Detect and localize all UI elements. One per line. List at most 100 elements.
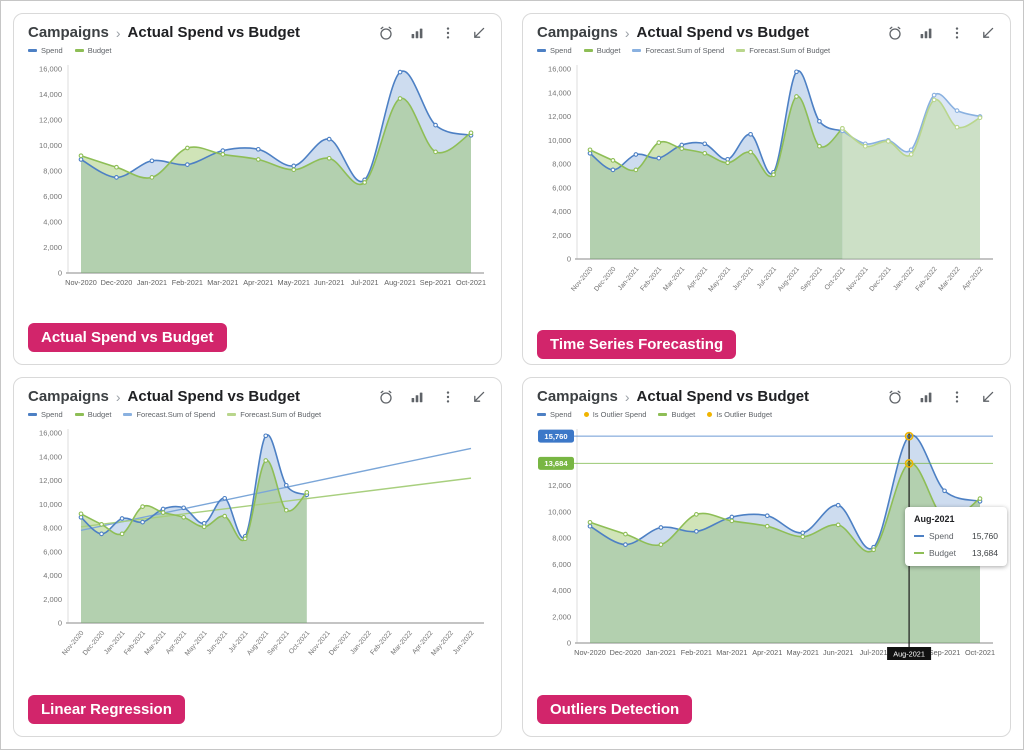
chart-legend: Spend Budget Forecast.Sum of Spend Forecast… <box>28 410 487 419</box>
svg-text:2,000: 2,000 <box>552 612 571 621</box>
alert-icon[interactable] <box>378 389 394 405</box>
card-toolbar <box>378 25 487 41</box>
svg-text:Apr-2022: Apr-2022 <box>961 266 984 292</box>
legend-swatch <box>123 413 133 416</box>
column-chart-icon[interactable] <box>409 25 425 41</box>
legend-swatch <box>537 49 546 52</box>
budget-swatch <box>914 552 924 554</box>
legend-label: Is Outlier Spend <box>592 410 647 419</box>
legend-swatch <box>28 49 37 52</box>
legend-item-budget[interactable]: Budget <box>583 46 621 55</box>
alert-icon[interactable] <box>378 25 394 41</box>
legend-item-forecast-sum-of-spend[interactable]: Forecast.Sum of Spend <box>632 46 724 55</box>
svg-text:May-2021: May-2021 <box>184 630 209 658</box>
svg-text:Dec-2021: Dec-2021 <box>328 630 352 657</box>
svg-text:0: 0 <box>58 269 62 278</box>
legend-label: Spend <box>550 410 572 419</box>
svg-text:Apr-2021: Apr-2021 <box>752 648 782 657</box>
area-chart-forecast[interactable]: 0 2,000 4,000 6,000 8,000 10,000 12,000 14,000 1… <box>537 57 997 325</box>
svg-text:6,000: 6,000 <box>43 192 62 201</box>
legend-label: Budget <box>596 46 621 55</box>
svg-text:Feb-2022: Feb-2022 <box>915 266 939 293</box>
card-header: Campaigns › Actual Spend vs Budget <box>28 388 487 405</box>
legend-item-spend[interactable]: Spend <box>537 46 572 55</box>
svg-text:Sep-2021: Sep-2021 <box>800 266 824 293</box>
legend-swatch <box>707 412 713 417</box>
area-chart-regression[interactable]: 0 2,000 4,000 6,000 8,000 10,000 12,000 14,000 1… <box>28 421 488 689</box>
svg-text:12,000: 12,000 <box>39 476 62 485</box>
expand-icon[interactable] <box>471 389 487 405</box>
alert-icon[interactable] <box>887 389 903 405</box>
legend-item-budget[interactable]: Budget <box>74 410 111 419</box>
more-options-icon[interactable] <box>949 25 965 41</box>
breadcrumb-separator: › <box>624 388 630 405</box>
breadcrumb[interactable]: Campaigns <box>537 24 618 41</box>
svg-text:Mar-2021: Mar-2021 <box>207 278 238 287</box>
svg-text:15,760: 15,760 <box>544 432 567 441</box>
svg-text:10,000: 10,000 <box>39 500 62 509</box>
legend-swatch <box>74 49 84 52</box>
svg-text:Aug-2021: Aug-2021 <box>384 278 416 287</box>
breadcrumb-separator: › <box>624 24 630 41</box>
column-chart-icon[interactable] <box>918 25 934 41</box>
expand-icon[interactable] <box>980 25 996 41</box>
expand-icon[interactable] <box>980 389 996 405</box>
legend-label: Is Outlier Budget <box>716 410 773 419</box>
legend-item-spend[interactable]: Spend <box>28 46 63 55</box>
more-options-icon[interactable] <box>440 389 456 405</box>
svg-text:Apr-2021: Apr-2021 <box>243 278 273 287</box>
legend-item-forecast-sum-of-spend[interactable]: Forecast.Sum of Spend <box>123 410 215 419</box>
svg-text:Dec-2020: Dec-2020 <box>610 648 642 657</box>
legend-item-is-outlier-budget[interactable]: Is Outlier Budget <box>707 410 772 419</box>
breadcrumb[interactable]: Campaigns <box>28 24 109 41</box>
badge-outliers-detection: Outliers Detection <box>537 695 693 724</box>
card-toolbar <box>887 389 996 405</box>
card-toolbar <box>378 389 487 405</box>
legend-swatch <box>736 49 746 52</box>
column-chart-icon[interactable] <box>409 389 425 405</box>
svg-text:Oct-2021: Oct-2021 <box>824 266 847 292</box>
svg-text:Feb-2021: Feb-2021 <box>172 278 203 287</box>
breadcrumb[interactable]: Campaigns <box>28 388 109 405</box>
svg-text:0: 0 <box>58 619 62 628</box>
legend-item-budget[interactable]: Budget <box>74 46 111 55</box>
chart-legend: Spend Budget Forecast.Sum of Spend Forecast… <box>537 46 996 55</box>
svg-text:Jul-2021: Jul-2021 <box>756 266 778 291</box>
legend-label: Forecast.Sum of Spend <box>645 46 725 55</box>
tooltip-title: Aug-2021 <box>914 514 955 524</box>
breadcrumb[interactable]: Campaigns <box>537 388 618 405</box>
svg-text:12,000: 12,000 <box>548 112 571 121</box>
svg-text:Jan-2022: Jan-2022 <box>892 266 916 292</box>
legend-swatch <box>632 49 642 52</box>
svg-text:Feb-2021: Feb-2021 <box>639 266 663 293</box>
svg-text:Dec-2020: Dec-2020 <box>101 278 133 287</box>
legend-item-budget[interactable]: Budget <box>658 410 695 419</box>
badge-actual-spend-vs-budget: Actual Spend vs Budget <box>28 323 227 352</box>
legend-label: Forecast.Sum of Budget <box>749 46 831 55</box>
legend-swatch <box>74 413 84 416</box>
expand-icon[interactable] <box>471 25 487 41</box>
chart-area: 0 2,000 4,000 6,000 8,000 10,000 12,000 14,000 1… <box>28 57 487 304</box>
column-chart-icon[interactable] <box>918 389 934 405</box>
legend-swatch <box>658 413 668 416</box>
legend-item-spend[interactable]: Spend <box>28 410 63 419</box>
svg-text:2,000: 2,000 <box>43 595 62 604</box>
breadcrumb-separator: › <box>115 24 121 41</box>
more-options-icon[interactable] <box>949 389 965 405</box>
page-title: Actual Spend vs Budget <box>127 24 301 41</box>
legend-label: Forecast.Sum of Budget <box>240 410 322 419</box>
svg-text:Jul-2021: Jul-2021 <box>351 278 379 287</box>
area-chart-outliers[interactable]: 02,0004,0006,0008,00010,00012,00014,0001… <box>537 421 997 671</box>
svg-text:8,000: 8,000 <box>43 167 62 176</box>
alert-icon[interactable] <box>887 25 903 41</box>
legend-item-forecast-sum-of-budget[interactable]: Forecast.Sum of Budget <box>736 46 830 55</box>
area-chart-actual[interactable]: 0 2,000 4,000 6,000 8,000 10,000 12,000 14,000 1… <box>28 57 488 299</box>
svg-text:14,000: 14,000 <box>39 90 62 99</box>
more-options-icon[interactable] <box>440 25 456 41</box>
legend-item-forecast-sum-of-budget[interactable]: Forecast.Sum of Budget <box>227 410 321 419</box>
svg-text:Feb-2021: Feb-2021 <box>681 648 712 657</box>
legend-item-is-outlier-spend[interactable]: Is Outlier Spend <box>583 410 647 419</box>
svg-text:Nov-2020: Nov-2020 <box>65 278 97 287</box>
legend-item-spend[interactable]: Spend <box>537 410 572 419</box>
